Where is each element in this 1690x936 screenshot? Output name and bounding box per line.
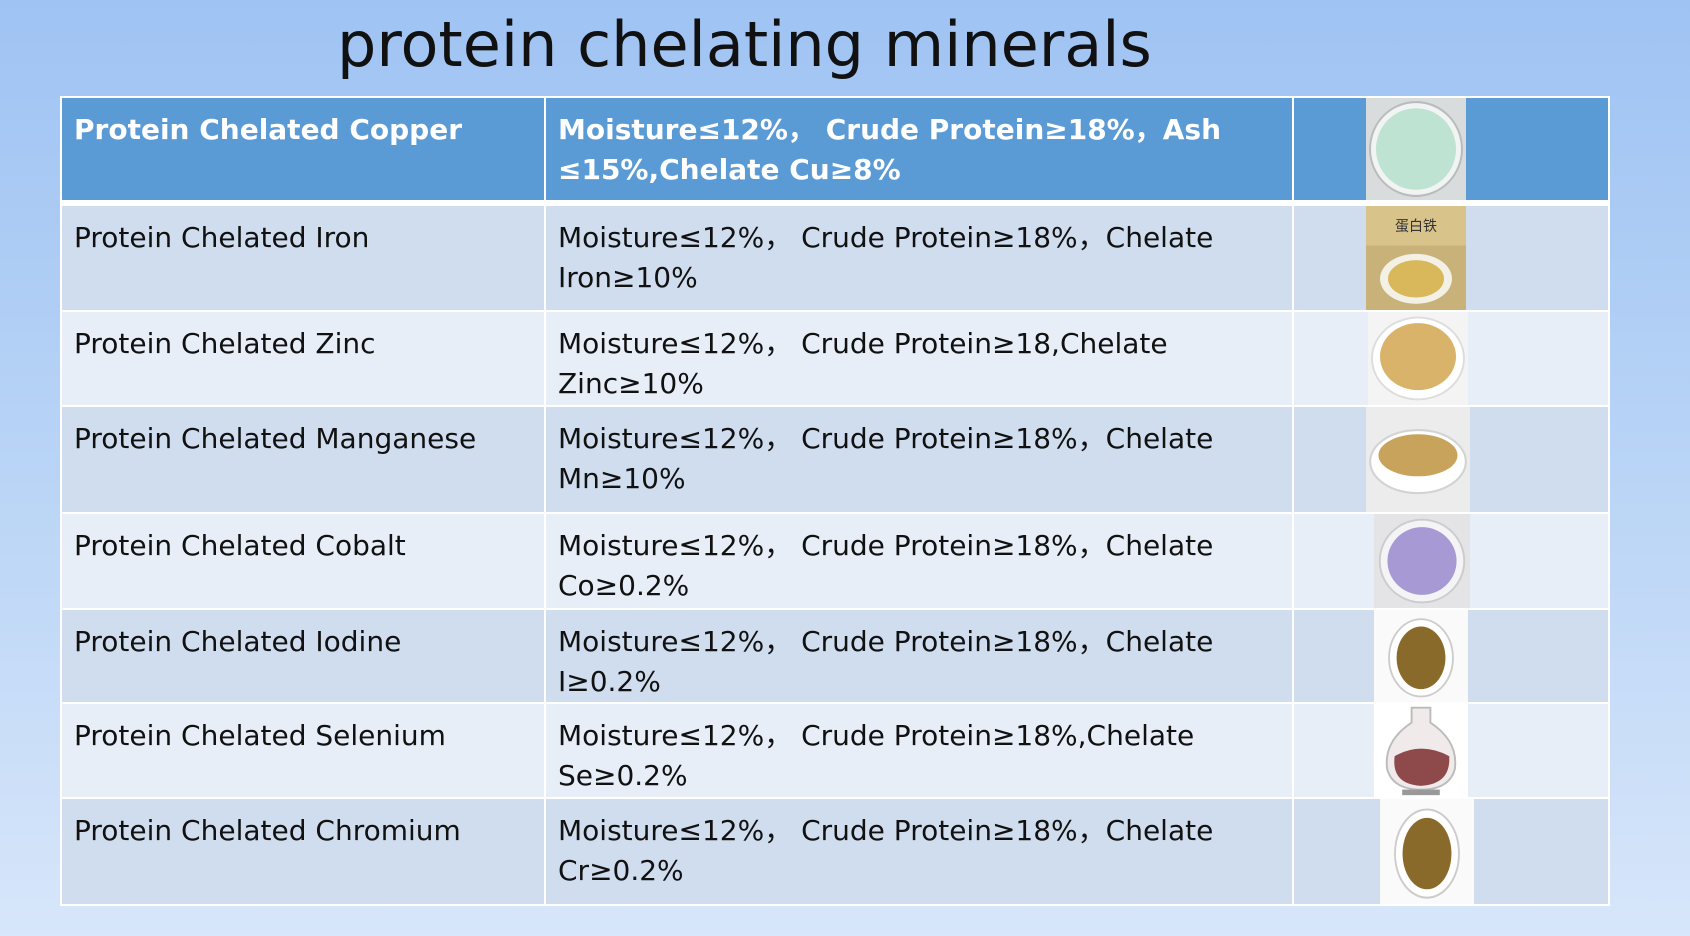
product-spec-cell: Moisture≤12%， Crude Protein≥18,Chelate Zi…: [544, 310, 1294, 407]
table-row: Protein Chelated Selenium Moisture≤12%， …: [60, 702, 1610, 799]
product-name-cell: Protein Chelated Iodine: [60, 608, 546, 704]
product-name-cell: Protein Chelated Cobalt: [60, 512, 546, 610]
table-row: Protein Chelated Cobalt Moisture≤12%， Cr…: [60, 512, 1610, 610]
svg-text:蛋白铁: 蛋白铁: [1395, 218, 1437, 235]
red-powder-flask-image: [1374, 705, 1468, 796]
product-spec-cell: Moisture≤12%， Crude Protein≥18%，Chelate I…: [544, 608, 1294, 704]
product-image-cell: [1292, 702, 1610, 799]
product-name-cell: Protein Chelated Chromium: [60, 797, 546, 906]
product-name-cell: Protein Chelated Selenium: [60, 702, 546, 799]
product-spec-cell: Moisture≤12%， Crude Protein≥18%，Chelate M…: [544, 405, 1294, 514]
product-image-cell: [1292, 405, 1610, 514]
product-spec-cell: Moisture≤12%， Crude Protein≥18%，Chelate I…: [544, 202, 1294, 312]
yellow-powder-bag-image: 蛋白铁: [1366, 206, 1466, 309]
product-image-cell: [1292, 96, 1610, 206]
brown-powder-scoop-image: [1374, 611, 1468, 701]
table-row: Protein Chelated Manganese Moisture≤12%，…: [60, 405, 1610, 514]
table-row: Protein Chelated Iron Moisture≤12%， Crud…: [60, 202, 1610, 312]
product-spec-cell: Moisture≤12%， Crude Protein≥18%，Chelate C…: [544, 512, 1294, 610]
green-powder-dish-image: [1366, 99, 1466, 197]
product-name-cell: Protein Chelated Iron: [60, 202, 546, 312]
table-row: Protein Chelated Zinc Moisture≤12%， Crud…: [60, 310, 1610, 407]
product-image-cell: 蛋白铁: [1292, 202, 1610, 312]
product-image-cell: [1292, 608, 1610, 704]
table-row: Protein Chelated Copper Moisture≤12%， Cr…: [60, 96, 1610, 206]
product-image-cell: [1292, 512, 1610, 610]
product-name-cell: Protein Chelated Manganese: [60, 405, 546, 514]
brown-powder-scoop-image: [1380, 800, 1474, 903]
slide-title: protein chelating minerals: [337, 8, 1152, 81]
product-name-cell: Protein Chelated Copper: [60, 96, 546, 206]
product-spec-cell: Moisture≤12%， Crude Protein≥18%,Chelate S…: [544, 702, 1294, 799]
product-spec-table: Protein Chelated Copper Moisture≤12%， Cr…: [60, 96, 1610, 906]
purple-powder-bowl-image: [1374, 515, 1470, 607]
product-spec-cell: Moisture≤12%， Crude Protein≥18%，Ash ≤15%,…: [544, 96, 1294, 206]
table-row: Protein Chelated Chromium Moisture≤12%， …: [60, 797, 1610, 906]
product-image-cell: [1292, 310, 1610, 407]
tan-powder-bowl-image: [1366, 408, 1470, 511]
tan-powder-dish-image: [1368, 313, 1468, 404]
product-image-cell: [1292, 797, 1610, 906]
table-row: Protein Chelated Iodine Moisture≤12%， Cr…: [60, 608, 1610, 704]
product-spec-cell: Moisture≤12%， Crude Protein≥18%，Chelate C…: [544, 797, 1294, 906]
product-name-cell: Protein Chelated Zinc: [60, 310, 546, 407]
